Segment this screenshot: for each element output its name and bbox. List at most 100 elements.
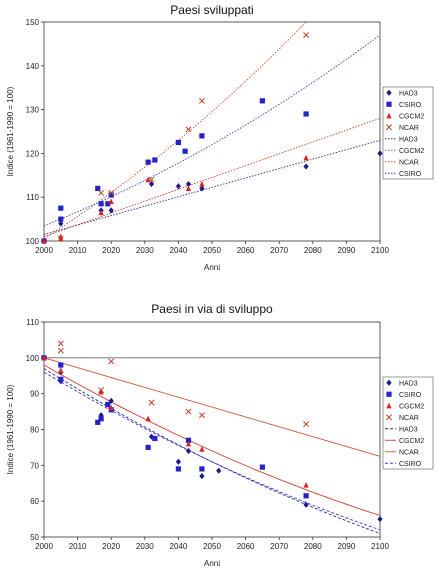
data-point-csiro xyxy=(95,419,101,425)
y-tick-label: 60 xyxy=(30,497,39,506)
legend-marker-csiro xyxy=(386,101,392,107)
legend-label: HAD3 xyxy=(399,426,418,433)
data-point-ncar xyxy=(148,399,155,406)
data-point-csiro xyxy=(58,376,64,382)
legend: HAD3 CSIRO CGCM2 NCAR HAD3 CGCM2 NCAR CSIRO xyxy=(382,86,434,180)
trendline-ncar xyxy=(44,22,307,240)
data-point-ncar xyxy=(303,421,310,428)
legend-marker-had3 xyxy=(386,89,392,96)
trendline-ncar xyxy=(44,357,380,457)
data-point-cgcm2 xyxy=(145,176,151,183)
data-point-csiro xyxy=(58,216,64,222)
y-tick-label: 100 xyxy=(26,354,40,363)
y-axis-label: Indice (1961-1990 = 100) xyxy=(6,86,15,176)
data-point-had3 xyxy=(199,185,205,192)
x-tick-label: 2060 xyxy=(237,542,255,551)
data-point-ncar xyxy=(108,189,115,196)
legend-label: CSIRO xyxy=(399,171,422,178)
chart-title: Paesi in via di sviluppo xyxy=(151,302,273,316)
data-point-ncar xyxy=(148,176,155,183)
x-tick-label: 2040 xyxy=(170,542,188,551)
x-tick-label: 2060 xyxy=(237,246,255,255)
y-tick-label: 110 xyxy=(26,318,39,327)
data-point-had3 xyxy=(303,501,309,508)
data-point-csiro xyxy=(108,192,114,198)
y-tick-label: 120 xyxy=(26,149,40,158)
legend-label: CSIRO xyxy=(399,102,422,109)
data-point-ncar xyxy=(303,32,310,39)
data-point-ncar xyxy=(198,97,205,104)
chart-developed-countries: Paesi sviluppati 100 110 120 130 140 150 2000 20… xyxy=(6,3,434,272)
legend-label: CSIRO xyxy=(399,461,422,468)
chart-developing-countries: Paesi in via di sviluppo 50 60 70 80 90 100 110… xyxy=(6,302,434,568)
x-tick-label: 2020 xyxy=(102,542,120,551)
data-point-csiro xyxy=(145,159,151,165)
x-tick-label: 2040 xyxy=(170,246,188,255)
data-point-cgcm2 xyxy=(98,388,104,395)
data-point-had3 xyxy=(185,447,192,455)
data-point-had3 xyxy=(377,515,383,523)
data-point-csiro xyxy=(98,201,104,207)
data-point-csiro xyxy=(182,148,188,154)
legend-label: HAD3 xyxy=(399,90,418,97)
y-tick-label: 150 xyxy=(26,18,40,27)
data-point-had3 xyxy=(148,433,155,440)
trendline-cgcm2 xyxy=(44,364,380,516)
y-tick-label: 50 xyxy=(30,533,39,542)
data-point-csiro xyxy=(259,98,265,104)
x-tick-label: 2020 xyxy=(102,246,120,255)
data-point-had3 xyxy=(108,207,114,214)
x-tick-label: 2030 xyxy=(136,542,154,551)
data-point-csiro xyxy=(98,416,104,422)
data-point-had3 xyxy=(58,220,64,227)
data-point-csiro xyxy=(199,466,205,472)
x-tick-label: 2100 xyxy=(371,246,389,255)
data-point-ncar xyxy=(98,189,105,196)
legend-marker-had3 xyxy=(386,379,392,386)
data-point-had3 xyxy=(175,183,181,190)
legend-label: NCAR xyxy=(399,125,419,132)
data-point-cgcm2 xyxy=(303,154,309,161)
data-point-csiro xyxy=(199,133,205,139)
x-axis-label: Anni xyxy=(204,559,220,568)
data-point-cgcm2 xyxy=(185,440,192,447)
data-point-cgcm2 xyxy=(58,367,64,373)
x-tick-label: 2000 xyxy=(35,542,53,551)
y-tick-label: 130 xyxy=(26,106,40,115)
trendline-csiro xyxy=(44,34,380,227)
data-point-cgcm2 xyxy=(41,354,47,361)
data-point-cgcm2 xyxy=(303,481,309,488)
trendline-csiro xyxy=(44,371,380,531)
y-tick-label: 70 xyxy=(30,461,39,470)
chart-title: Paesi sviluppati xyxy=(170,3,253,17)
data-point-csiro xyxy=(152,435,158,442)
legend-label: CGCM2 xyxy=(399,438,424,445)
data-point-csiro xyxy=(58,362,64,368)
x-tick-label: 2010 xyxy=(69,246,87,255)
x-tick-label: 2080 xyxy=(304,246,322,255)
data-point-ncar xyxy=(108,358,115,365)
x-tick-label: 2070 xyxy=(270,246,288,255)
data-point-cgcm2 xyxy=(185,185,192,192)
y-tick-label: 90 xyxy=(30,390,39,399)
legend-label: HAD3 xyxy=(399,380,418,387)
y-tick-label: 80 xyxy=(30,426,39,435)
data-point-had3 xyxy=(175,458,181,465)
legend-marker-cgcm2 xyxy=(386,112,392,119)
legend-label: CGCM2 xyxy=(399,148,424,155)
legend-label: NCAR xyxy=(399,159,419,166)
data-point-ncar xyxy=(185,126,192,133)
y-tick-label: 100 xyxy=(26,237,40,246)
x-tick-label: 2050 xyxy=(203,246,221,255)
data-point-ncar xyxy=(185,408,192,415)
x-tick-label: 2000 xyxy=(35,246,53,255)
x-tick-label: 2070 xyxy=(270,542,288,551)
legend-marker-cgcm2 xyxy=(386,402,392,409)
x-tick-label: 2030 xyxy=(136,246,154,255)
legend-marker-ncar xyxy=(386,414,392,421)
data-point-ncar xyxy=(57,347,64,354)
data-point-cgcm2 xyxy=(108,404,114,411)
x-tick-label: 2100 xyxy=(371,542,389,551)
data-point-had3 xyxy=(185,180,192,188)
